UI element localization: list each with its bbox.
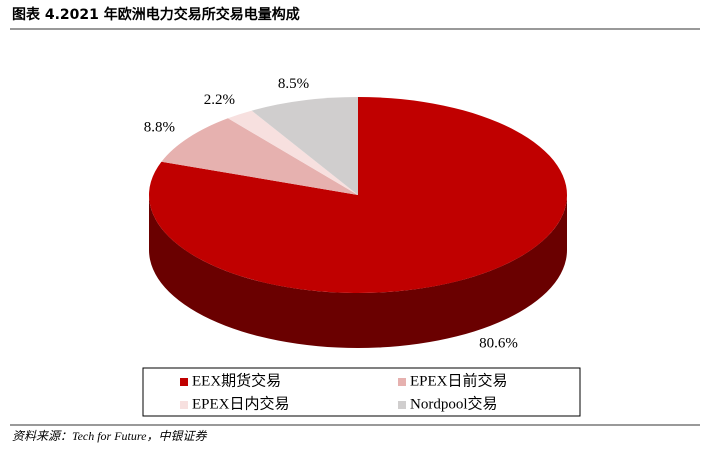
pie: 80.6% 8.8% 2.2% 8.5% bbox=[144, 76, 568, 351]
chart-title: 图表 4.2021 年欧洲电力交易所交易电量构成 bbox=[12, 6, 300, 23]
pie-side bbox=[149, 195, 567, 348]
legend-label: EPEX日内交易 bbox=[192, 394, 290, 412]
legend-label: EPEX日前交易 bbox=[410, 371, 508, 389]
legend-label: EEX期货交易 bbox=[192, 371, 281, 389]
legend-box bbox=[142, 367, 581, 417]
legend-swatch bbox=[180, 401, 188, 409]
pie-slice bbox=[149, 97, 568, 294]
legend-swatch bbox=[398, 378, 406, 386]
pie-slice bbox=[227, 110, 358, 195]
data-label: 8.5% bbox=[278, 76, 309, 92]
pie-slice bbox=[161, 118, 358, 195]
legend-label: Nordpool交易 bbox=[410, 394, 498, 412]
legend-swatch bbox=[180, 378, 188, 386]
legend-swatch bbox=[398, 401, 406, 409]
source: 资料来源：Tech for Future，中银证券 bbox=[12, 429, 207, 443]
data-label: 80.6% bbox=[479, 335, 518, 351]
data-label: 8.8% bbox=[144, 120, 175, 136]
pie-slice bbox=[251, 97, 358, 195]
legend: EEX期货交易 EPEX日前交易 EPEX日内交易 Nordpool交易 bbox=[180, 371, 508, 412]
data-label: 2.2% bbox=[204, 92, 235, 108]
